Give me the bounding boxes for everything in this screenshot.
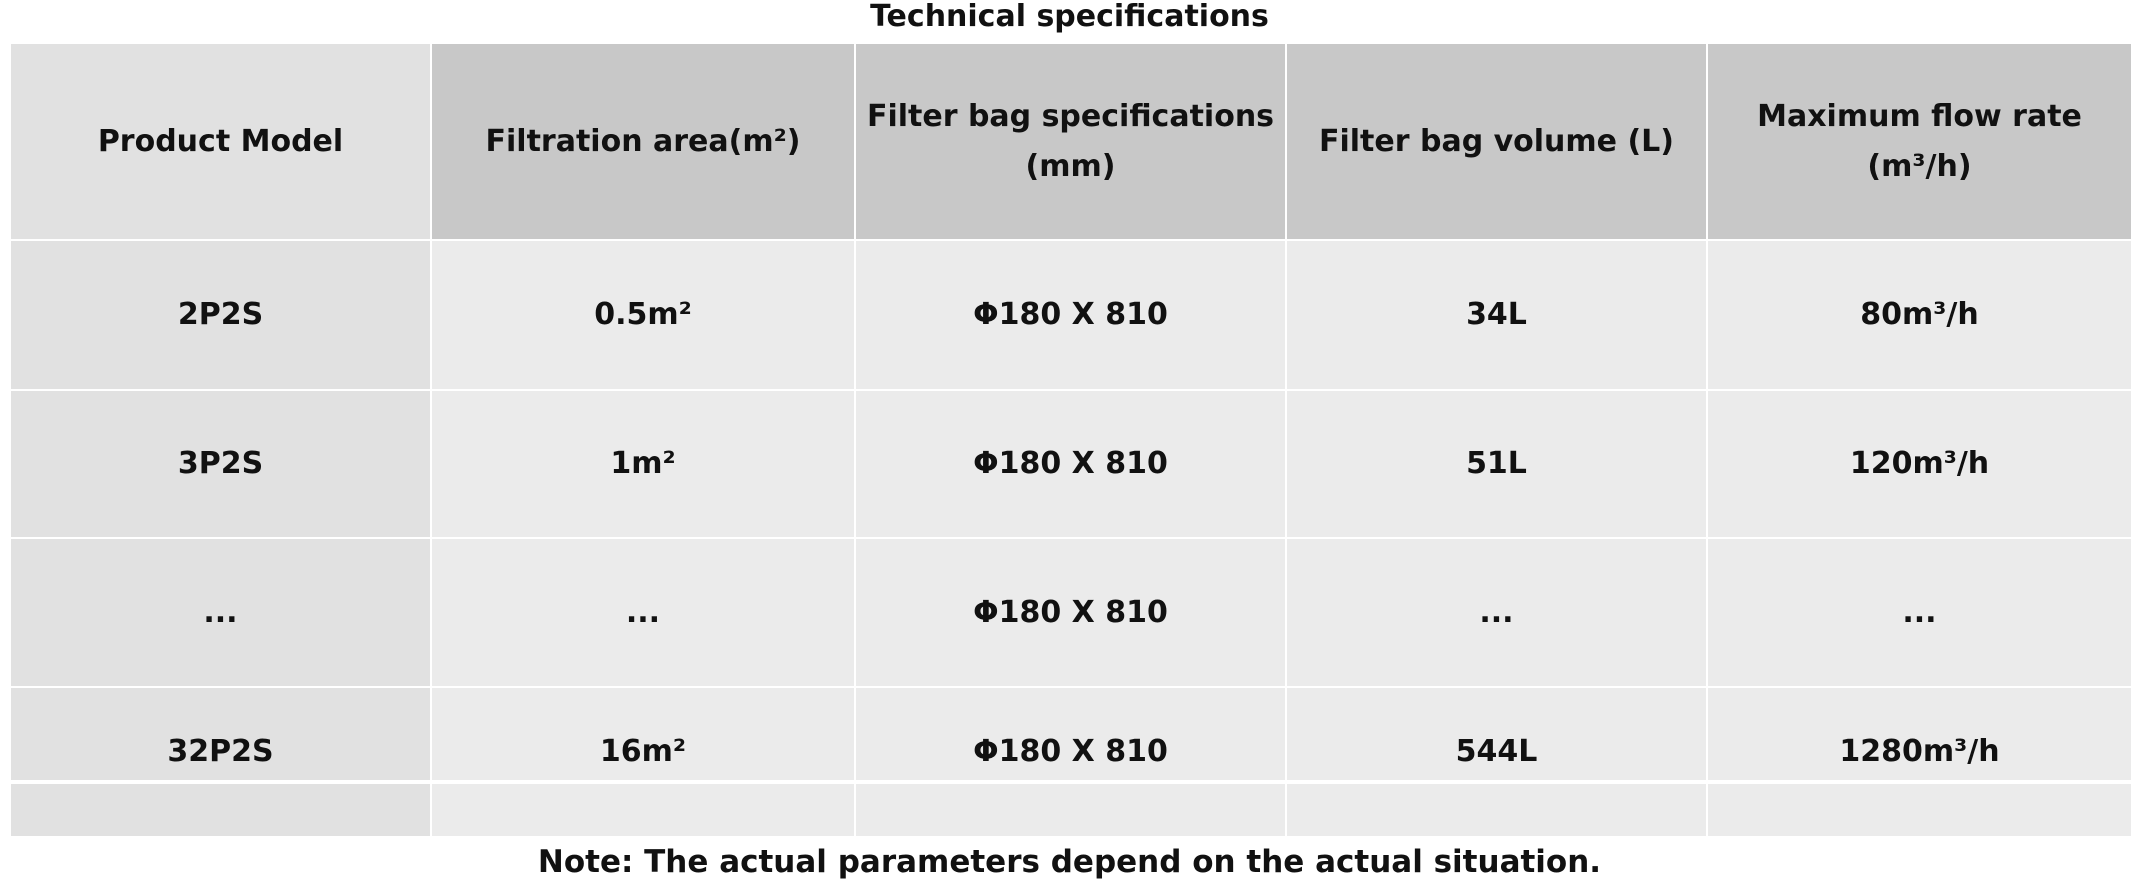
body-cell: 51L [1287, 391, 1708, 539]
body-cell: 34L [1287, 241, 1708, 391]
header-cell: Maximum flow rate (m³/h) [1708, 44, 2133, 241]
body-cell: 3P2S [11, 391, 432, 539]
body-cell: ... [1287, 539, 1708, 688]
body-cell: ... [11, 539, 432, 688]
body-cell: 1280m³/h [1708, 688, 2133, 782]
empty-cell [1708, 782, 2133, 836]
table-title: Technical specifications [870, 0, 1269, 34]
body-cell: ... [1708, 539, 2133, 688]
body-cell: 120m³/h [1708, 391, 2133, 539]
empty-cell [11, 782, 432, 836]
body-cell: Φ180 X 810 [856, 391, 1287, 539]
table-note: Note: The actual parameters depend on th… [537, 844, 1602, 880]
header-cell: Filter bag volume (L) [1287, 44, 1708, 241]
body-cell: 16m² [432, 688, 856, 782]
body-cell: ... [432, 539, 856, 688]
spec-table: Product Model Filtration area(m²) Filter b… [11, 44, 2133, 836]
header-cell: Filter bag specifications (mm) [856, 44, 1287, 241]
body-cell: 0.5m² [432, 241, 856, 391]
body-cell: 80m³/h [1708, 241, 2133, 391]
body-cell: 1m² [432, 391, 856, 539]
body-cell: Φ180 X 810 [856, 241, 1287, 391]
body-cell: 32P2S [11, 688, 432, 782]
empty-cell [1287, 782, 1708, 836]
header-cell: Filtration area(m²) [432, 44, 856, 241]
body-cell: Φ180 X 810 [856, 539, 1287, 688]
body-cell: 2P2S [11, 241, 432, 391]
empty-cell [432, 782, 856, 836]
body-cell: Φ180 X 810 [856, 688, 1287, 782]
body-cell: 544L [1287, 688, 1708, 782]
header-cell: Product Model [11, 44, 432, 241]
empty-cell [856, 782, 1287, 836]
